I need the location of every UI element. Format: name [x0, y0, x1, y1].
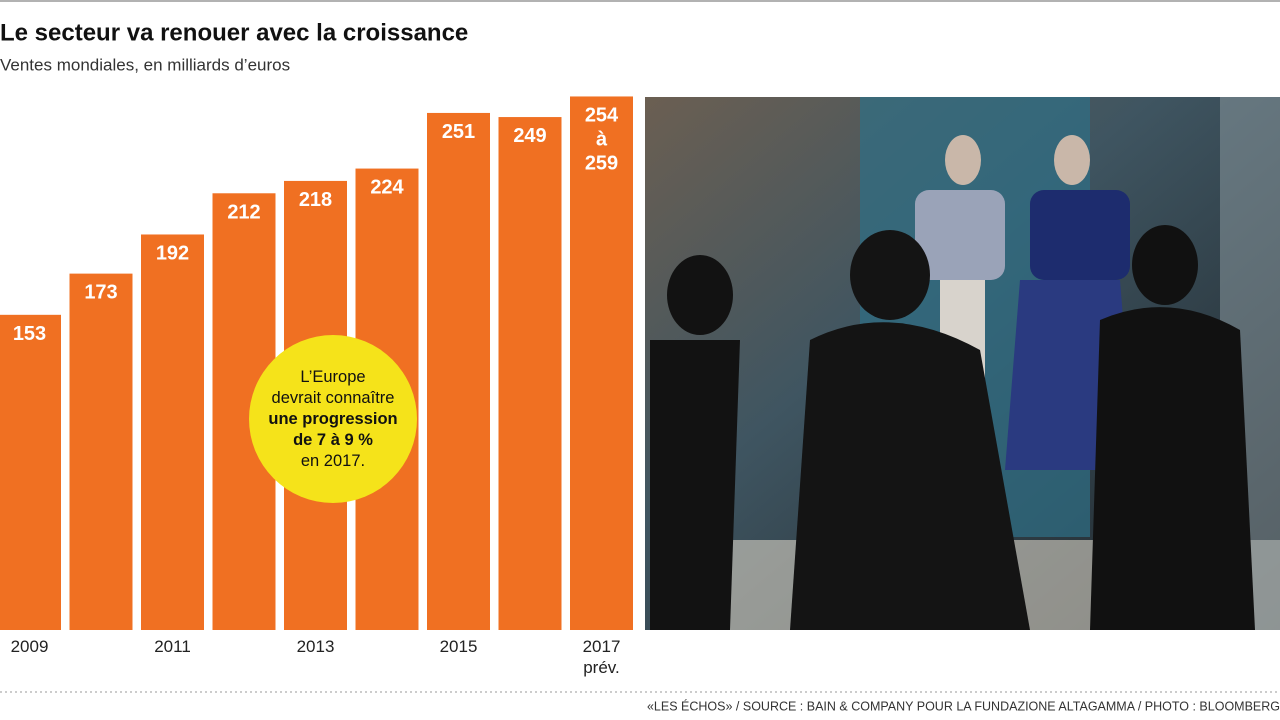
annotation-bold: une progression	[268, 409, 398, 428]
value-label: 254 à 259	[585, 105, 619, 175]
bar	[427, 112, 490, 630]
x-tick-label: 2015	[440, 637, 478, 656]
x-tick-label: 2017 prév.	[583, 637, 621, 677]
bar	[570, 96, 633, 630]
value-label: 251	[442, 121, 475, 143]
x-tick-label: 2013	[297, 637, 335, 656]
chart-title: Le secteur va renouer avec la croissance	[0, 19, 468, 46]
bar	[498, 117, 562, 630]
annotation-bold: de 7 à 9 %	[293, 430, 373, 449]
annotation-text: en 2017.	[300, 451, 366, 470]
x-tick-label: 2011	[154, 637, 191, 656]
bar	[0, 314, 61, 630]
source: «LES ÉCHOS» / SOURCE : BAIN & COMPANY PO…	[647, 698, 1280, 713]
annotation-text: L’Europe	[300, 367, 366, 386]
value-label: 212	[227, 202, 260, 224]
annotation: L’Europe devrait connaître une progressi…	[249, 335, 417, 503]
photo	[645, 97, 1280, 630]
chart-subtitle: Ventes mondiales, en milliards d’euros	[0, 55, 290, 74]
value-label: 224	[370, 177, 404, 199]
annotation-text: devrait connaître	[271, 388, 395, 407]
value-label: 192	[156, 243, 189, 265]
x-tick-label: 2009	[11, 637, 49, 656]
bar	[69, 273, 133, 630]
value-label: 218	[299, 189, 332, 211]
value-label: 173	[84, 282, 117, 304]
value-label: 153	[13, 323, 46, 345]
value-label: 249	[513, 125, 546, 147]
bar	[141, 234, 204, 631]
